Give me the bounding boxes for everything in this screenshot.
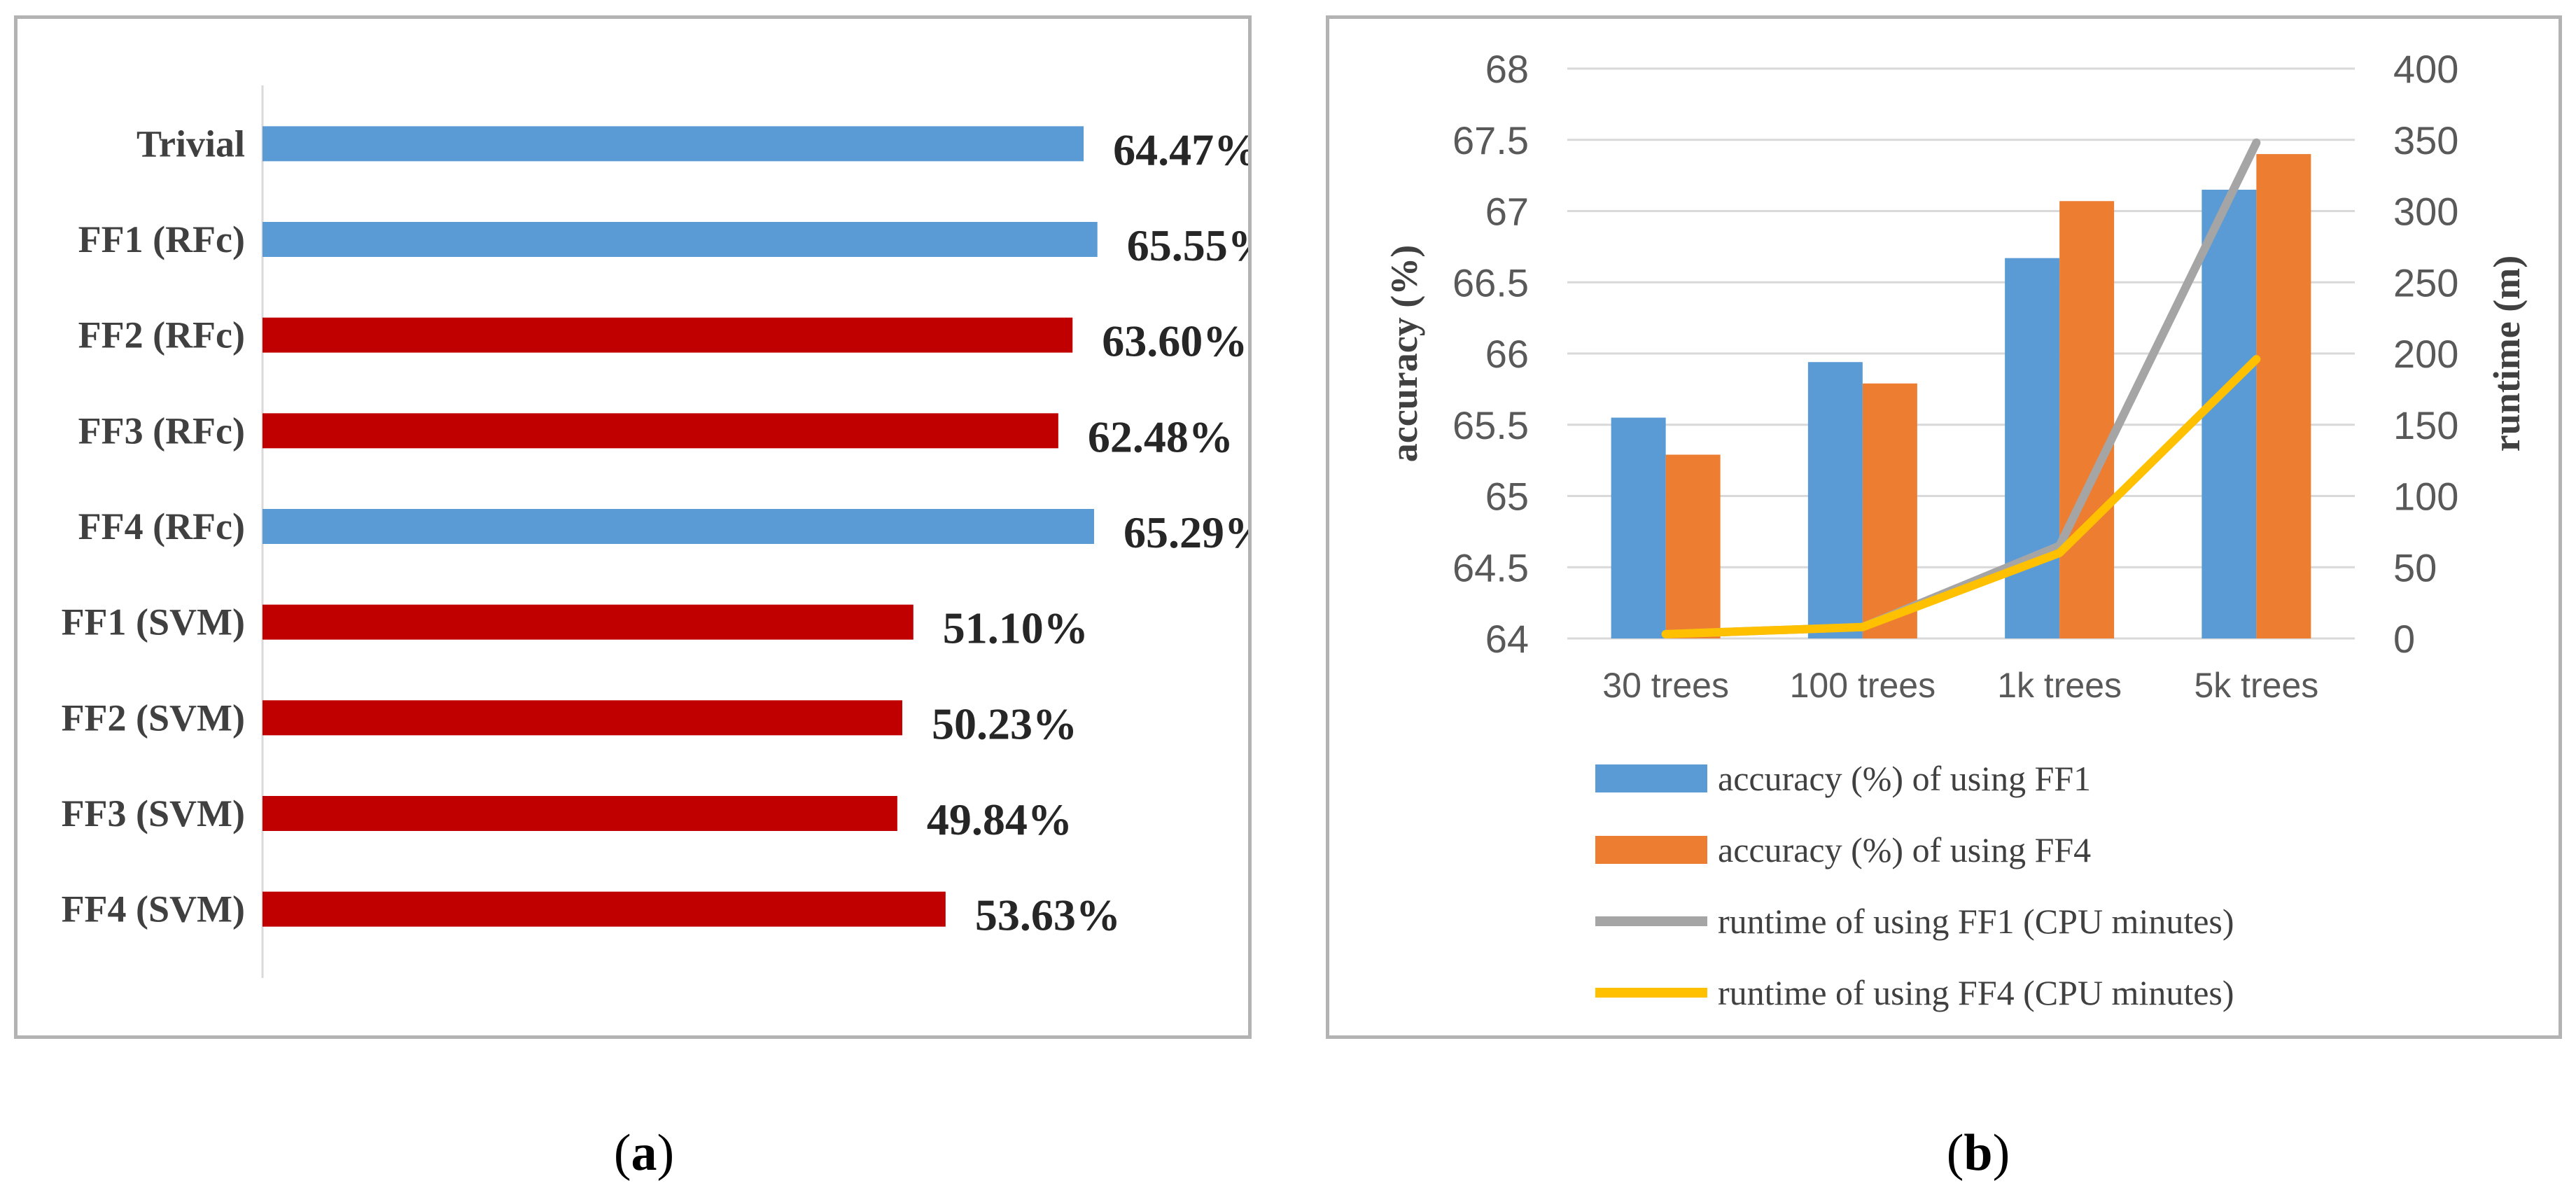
a-bar (262, 700, 902, 736)
b-bar (2005, 258, 2060, 638)
b-ytick-label: 68 (1485, 47, 1529, 91)
panel-b: 64 64.5 65 65.5 66 66.5 67 67.5 68 0 50 100 150 200 25… (1326, 15, 2562, 1039)
b-ytick-label: 66.5 (1452, 260, 1529, 305)
b-y2tick-label: 350 (2393, 118, 2458, 162)
b-ytick-label: 65.5 (1452, 403, 1529, 447)
b-y2tick-label: 250 (2393, 260, 2458, 305)
b-category-label: 100 trees (1790, 666, 1935, 705)
b-y2tick-label: 50 (2393, 545, 2437, 589)
a-category-label: FF3 (RFc) (78, 410, 245, 452)
a-bar (262, 317, 1073, 353)
a-bar (262, 796, 897, 831)
b-ylabel: accuracy (%) (1383, 245, 1425, 462)
a-value-label: 51.10% (943, 603, 1088, 653)
b-legend-label: runtime of using FF1 (CPU minutes) (1718, 902, 2234, 941)
a-category-label: Trivial (136, 123, 245, 165)
a-category-label: FF2 (RFc) (78, 314, 245, 356)
caption-b-letter: b (1963, 1124, 1993, 1182)
a-value-label: 64.47% (1113, 125, 1248, 174)
b-y2tick-label: 300 (2393, 190, 2458, 234)
a-value-label: 49.84% (927, 795, 1072, 844)
b-bar (1807, 362, 1863, 638)
a-category-label: FF1 (RFc) (78, 218, 245, 260)
b-bar (2059, 201, 2115, 638)
b-bar (1665, 454, 1721, 638)
a-category-label: FF1 (SVM) (62, 601, 245, 643)
a-category-label: FF3 (SVM) (62, 792, 245, 834)
b-line (1661, 138, 2261, 638)
b-ytick-label: 65 (1485, 475, 1529, 519)
b-ytick-label: 64.5 (1452, 545, 1529, 589)
b-y2label: runtime (m) (2486, 256, 2528, 452)
b-bar (2202, 189, 2257, 639)
a-bar (262, 509, 1094, 544)
chart-b: 64 64.5 65 65.5 66 66.5 67 67.5 68 0 50 100 150 200 25… (1383, 47, 2528, 1012)
caption-b-close: ) (1992, 1124, 2010, 1182)
b-legend-swatch (1595, 764, 1707, 792)
b-ytick-label: 67.5 (1452, 118, 1529, 162)
a-bar (262, 222, 1098, 257)
caption-a-letter: a (631, 1124, 657, 1182)
a-value-label: 53.63% (975, 890, 1121, 940)
a-value-label: 62.48% (1088, 412, 1233, 461)
a-bar (262, 126, 1084, 162)
chart-a: Trivial 64.47% FF1 (RFc) 65.55% FF2 (RFc) 63.… (62, 85, 1248, 978)
panel-a: Trivial 64.47% FF1 (RFc) 65.55% FF2 (RFc) 63.… (14, 15, 1252, 1039)
b-category-label: 5k trees (2194, 666, 2318, 705)
b-y2tick-label: 400 (2393, 47, 2458, 91)
b-legend-label: accuracy (%) of using FF4 (1718, 830, 2091, 869)
a-category-label: FF4 (RFc) (78, 505, 245, 547)
caption-b: (b) (1908, 1124, 2048, 1183)
b-y2tick-label: 200 (2393, 332, 2458, 376)
a-category-label: FF2 (SVM) (62, 697, 245, 739)
b-legend-swatch (1595, 836, 1707, 864)
b-category-label: 1k trees (1997, 666, 2122, 705)
b-category-label: 30 trees (1602, 666, 1729, 705)
b-y2tick-label: 100 (2393, 475, 2458, 519)
caption-b-open: ( (1946, 1124, 1964, 1182)
caption-a-close: ) (657, 1124, 675, 1182)
b-line (1661, 355, 2261, 638)
a-value-label: 50.23% (932, 699, 1077, 748)
a-bar (262, 604, 913, 640)
caption-a-open: ( (613, 1124, 631, 1182)
a-category-label: FF4 (SVM) (62, 888, 245, 930)
b-bar (1611, 417, 1666, 638)
b-legend-label: accuracy (%) of using FF1 (1718, 759, 2091, 798)
a-value-label: 65.55% (1127, 221, 1248, 270)
a-value-label: 65.29% (1124, 508, 1248, 557)
b-ytick-label: 67 (1485, 190, 1529, 234)
b-ytick-label: 66 (1485, 332, 1529, 376)
b-y2tick-label: 0 (2393, 617, 2415, 661)
b-y2tick-label: 150 (2393, 403, 2458, 447)
b-bar (1862, 383, 1917, 638)
b-bar (2256, 154, 2311, 639)
a-bar (262, 891, 946, 927)
a-bar (262, 413, 1058, 449)
b-ytick-label: 64 (1485, 617, 1529, 661)
b-legend-label: runtime of using FF4 (CPU minutes) (1718, 973, 2234, 1012)
caption-a: (a) (574, 1124, 714, 1183)
a-value-label: 63.60% (1102, 316, 1247, 366)
